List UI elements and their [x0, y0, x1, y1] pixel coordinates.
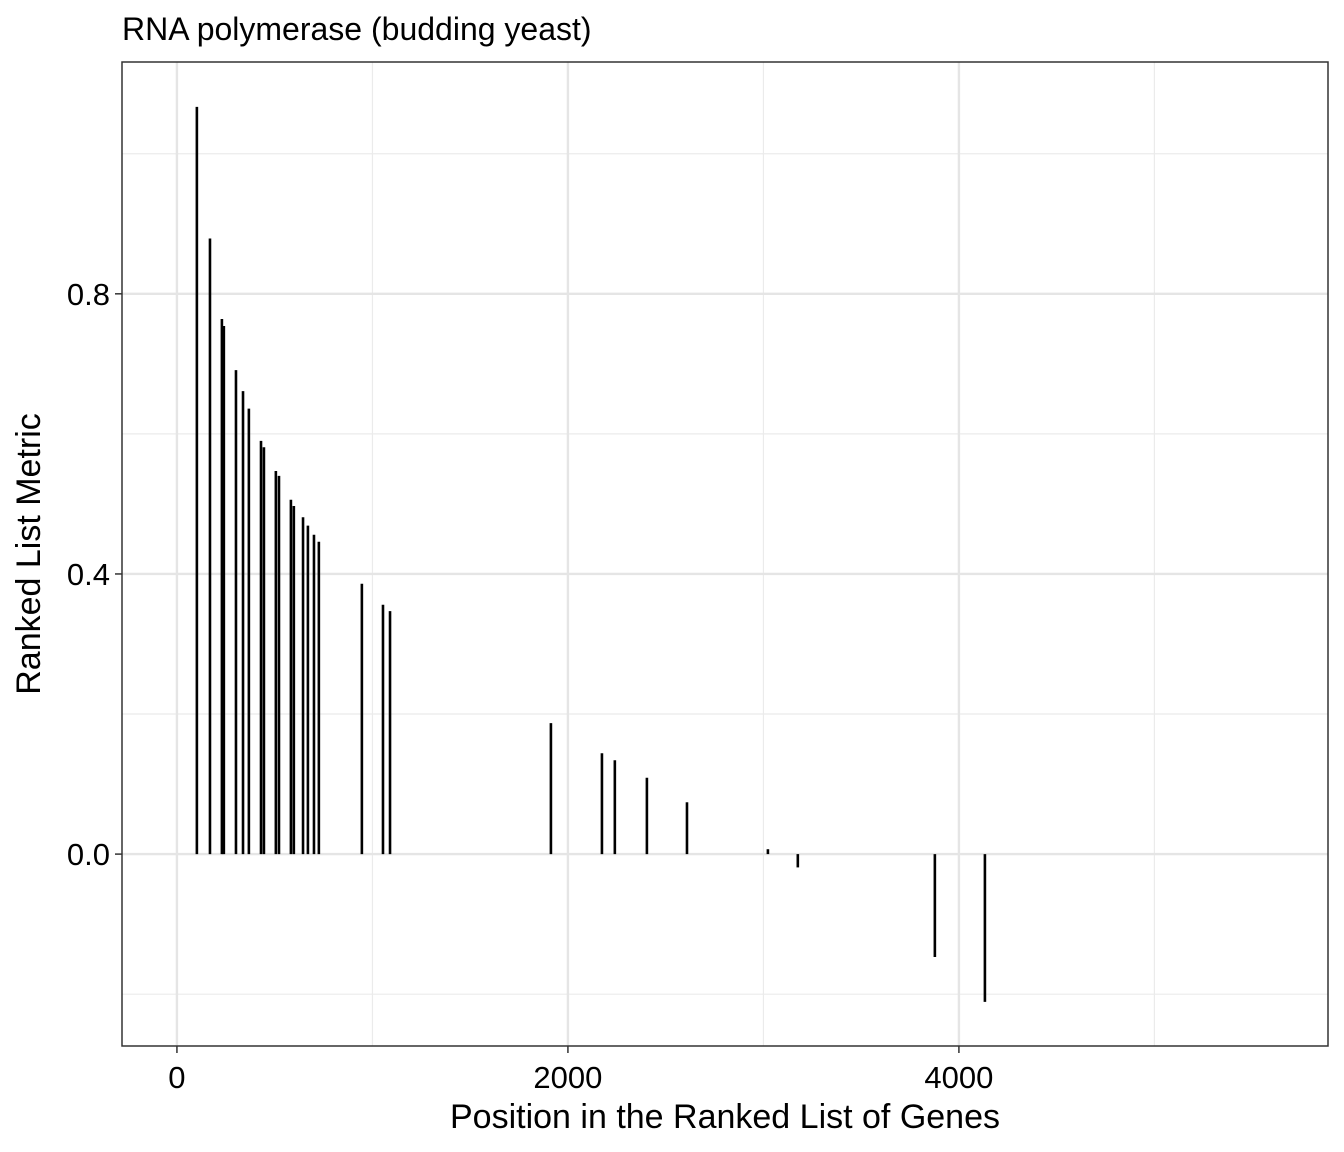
x-tick-label: 0: [168, 1060, 185, 1095]
y-axis-label: Ranked List Metric: [10, 413, 48, 695]
y-tick-label: 0.4: [67, 557, 110, 592]
x-axis-label: Position in the Ranked List of Genes: [450, 1098, 1000, 1136]
y-tick-label: 0.8: [67, 277, 110, 312]
x-tick-label: 4000: [924, 1060, 993, 1095]
panel-border: [121, 61, 1329, 1047]
chart-title: RNA polymerase (budding yeast): [122, 11, 592, 47]
x-tick-label: 2000: [533, 1060, 602, 1095]
y-tick-label: 0.0: [67, 837, 110, 872]
